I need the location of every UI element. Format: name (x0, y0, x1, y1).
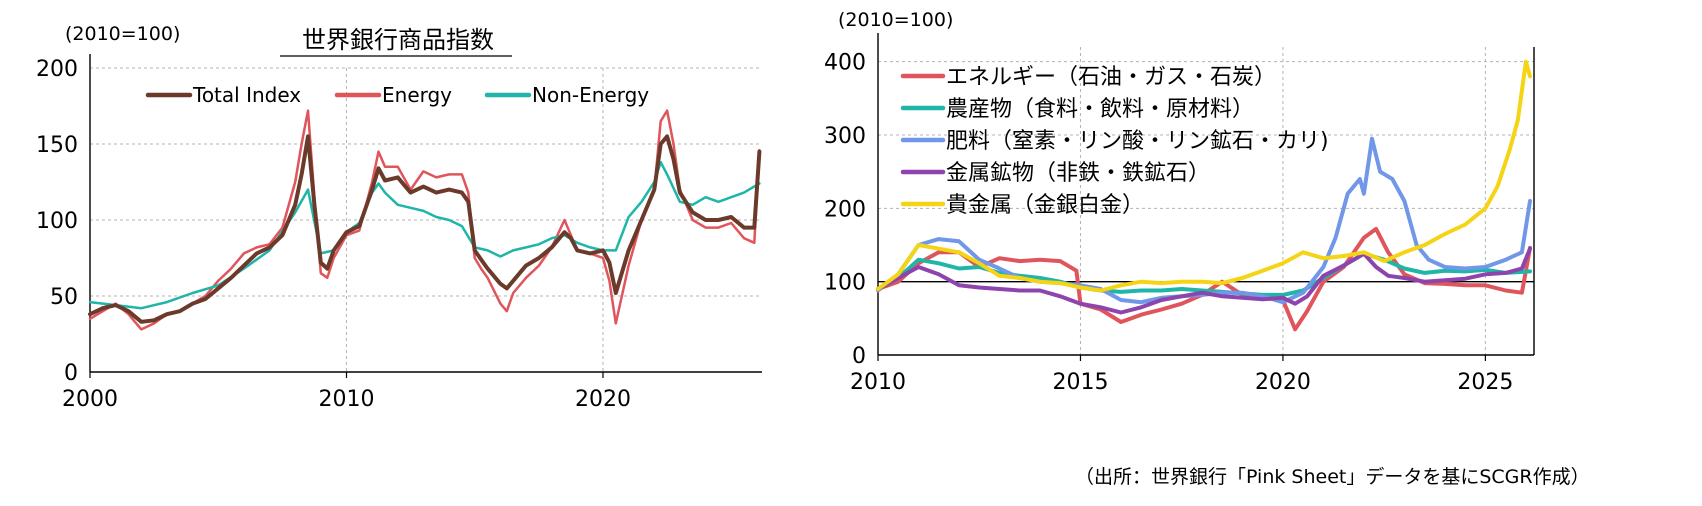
chart-commodity-categories: 0 100 200 300 400 2010 2015 2020 2025 (2010=100) エ… (824, 9, 1535, 395)
unit-label: (2010=100) (838, 9, 953, 31)
unit-label: (2010=100) (65, 23, 180, 45)
legend-label-1: Energy (382, 83, 452, 107)
chart-title: 世界銀行商品指数 (302, 26, 494, 54)
x-tick-label: 2010 (318, 387, 374, 412)
legend-label-2: Non-Energy (532, 83, 649, 107)
y-tick-label: 50 (50, 285, 78, 310)
legend-label-1: 農産物（食料・飲料・原材料） (946, 97, 1254, 122)
series-line-2 (876, 136, 1532, 305)
y-tick-label: 100 (824, 271, 866, 296)
x-tick-label: 2010 (850, 370, 906, 395)
source-note: （出所：世界銀行「Pink Sheet」データを基にSCGR作成） (1075, 466, 1590, 488)
series-line-0 (876, 226, 1532, 332)
series-line-3 (876, 246, 1532, 315)
chart-commodity-index: 0 50 100 150 200 2000 2010 2020 (2010=100) 世界銀行商品… (36, 23, 762, 412)
y-tick-label: 200 (824, 197, 866, 222)
legend-label-2: 肥料（窒素・リン酸・リン鉱石・カリ) (946, 129, 1329, 154)
y-tick-label: 0 (64, 361, 78, 386)
x-tick-label: 2020 (1255, 370, 1311, 395)
series-line-4 (876, 59, 1532, 293)
y-tick-label: 0 (852, 344, 866, 369)
y-tick-label: 200 (36, 57, 78, 82)
x-tick-label: 2000 (62, 387, 118, 412)
legend-label-4: 貴金属（金銀白金） (946, 193, 1144, 218)
y-tick-label: 100 (36, 209, 78, 234)
series-line-0 (88, 134, 762, 324)
legend-label-0: Total Index (192, 83, 301, 107)
series-line-2 (88, 160, 761, 310)
x-tick-label: 2015 (1052, 370, 1108, 395)
x-tick-label: 2025 (1457, 370, 1513, 395)
y-tick-label: 400 (824, 51, 866, 76)
y-tick-label: 150 (36, 133, 78, 158)
x-tick-label: 2020 (575, 387, 631, 412)
legend-label-0: エネルギー（石油・ガス・石炭） (946, 65, 1276, 90)
legend-label-3: 金属鉱物（非鉄・鉄鉱石） (946, 161, 1210, 186)
y-tick-label: 300 (824, 124, 866, 149)
